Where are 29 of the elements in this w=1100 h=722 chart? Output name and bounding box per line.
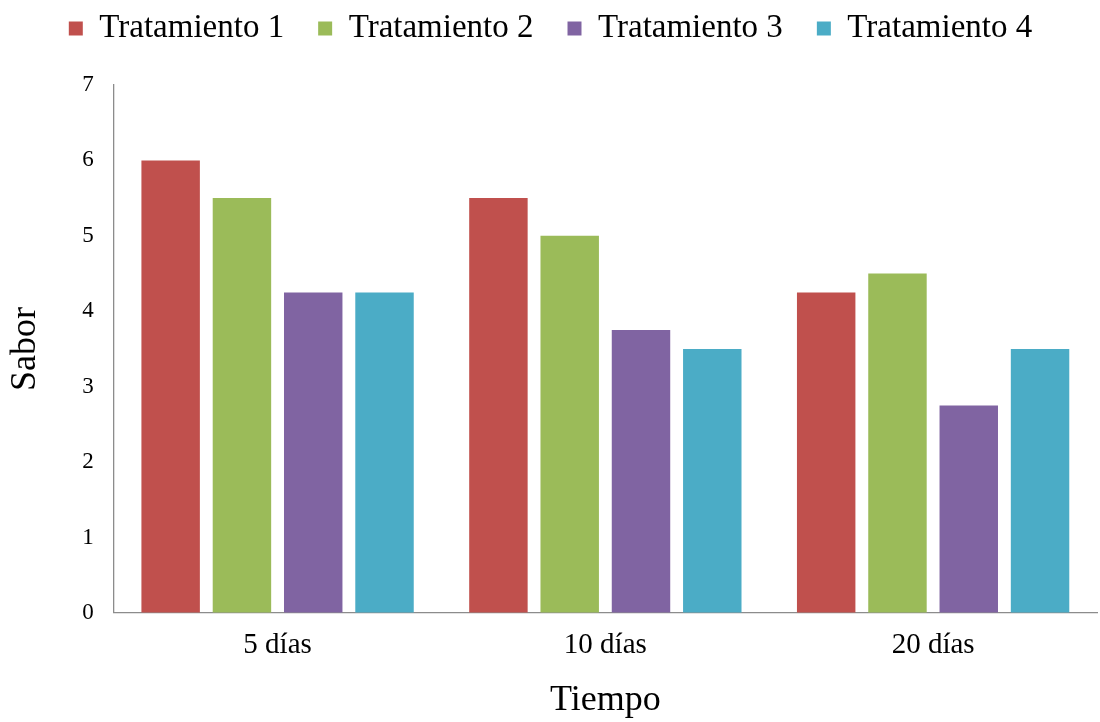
bar <box>212 198 272 613</box>
bar <box>611 330 671 613</box>
bar <box>939 405 998 613</box>
bar <box>469 198 528 613</box>
y-tick-label: 3 <box>82 372 94 398</box>
y-axis-title: Sabor <box>3 306 44 391</box>
x-tick-label: 10 días <box>563 627 647 660</box>
y-tick-label: 5 <box>82 221 94 247</box>
legend-label: Tratamiento 4 <box>847 8 1033 45</box>
bar <box>141 160 200 613</box>
legend-label: Tratamiento 1 <box>99 8 285 45</box>
bar <box>868 273 927 613</box>
y-tick-label: 6 <box>82 146 94 172</box>
bar <box>284 292 343 613</box>
bar <box>683 348 742 613</box>
x-axis-title: Tiempo <box>549 677 661 718</box>
y-tick-label: 2 <box>82 448 94 474</box>
bar <box>1010 348 1070 613</box>
legend-label: Tratamiento 2 <box>348 8 534 45</box>
bar <box>540 235 599 613</box>
x-tick-label: 20 días <box>891 627 975 660</box>
legend-label: Tratamiento 3 <box>598 8 783 45</box>
x-tick-label: 5 días <box>243 627 312 660</box>
y-tick-label: 4 <box>82 297 95 323</box>
bar <box>355 292 414 613</box>
y-tick-label: 0 <box>82 598 94 624</box>
bar <box>796 292 856 613</box>
y-tick-label: 1 <box>82 523 94 549</box>
y-tick-label: 7 <box>82 71 94 97</box>
